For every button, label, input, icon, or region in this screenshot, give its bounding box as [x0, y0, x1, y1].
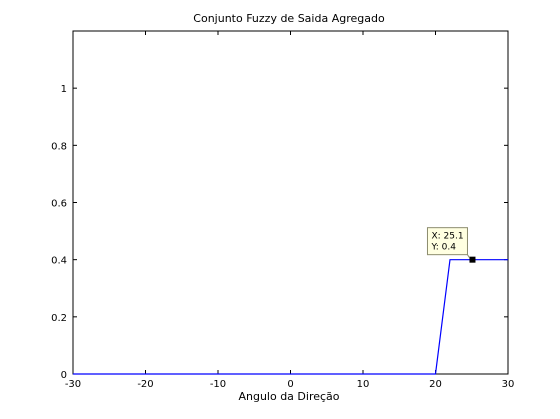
data-tip-box [426, 227, 468, 256]
x-tick-label: -20 [137, 379, 153, 390]
y-tick-label: 1 [61, 84, 67, 95]
y-tick-label: 0.4 [51, 256, 67, 267]
data-tip[interactable]: X: 25.1Y: 0.4 [426, 227, 476, 263]
x-tick-label: -10 [210, 379, 226, 390]
x-tick-label: 0 [287, 379, 293, 390]
plot-area [72, 30, 509, 375]
x-tick-label: 20 [429, 379, 442, 390]
data-tip-x-text: X: 25.1 [431, 232, 463, 242]
data-tip-y-text: Y: 0.4 [430, 243, 456, 253]
x-tick-label: 30 [502, 379, 515, 390]
y-tick-label: 0.2 [51, 313, 67, 324]
x-tick-label: -30 [65, 379, 81, 390]
y-tick-label: 0.8 [51, 141, 67, 152]
data-tip-marker[interactable] [469, 256, 476, 263]
y-tick-label: 0 [61, 370, 67, 381]
x-axis-label: Angulo da Direção [238, 390, 339, 403]
y-tick-label: 0.6 [51, 199, 67, 210]
chart-title: Conjunto Fuzzy de Saida Agregado [193, 12, 385, 25]
x-tick-label: 10 [357, 379, 370, 390]
series-group [73, 259, 508, 375]
series-line [73, 259, 508, 375]
